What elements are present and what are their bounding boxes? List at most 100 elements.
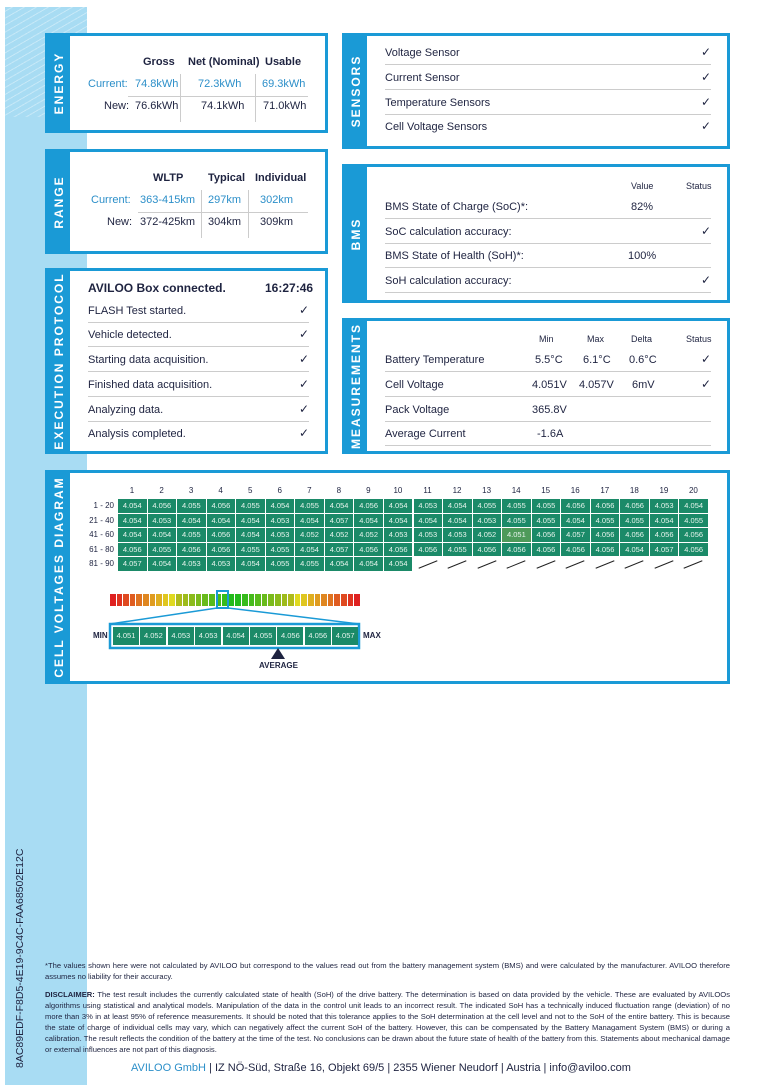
scale-value: 4.053 bbox=[167, 627, 194, 645]
sensor-item: Current Sensor ✓ bbox=[385, 66, 711, 90]
cell-voltage: 4.056 bbox=[147, 499, 177, 513]
cell-voltage: 4.056 bbox=[531, 542, 561, 557]
cell-voltage: 4.053 bbox=[649, 499, 679, 513]
check-icon: ✓ bbox=[700, 377, 711, 391]
cell-voltage: 4.053 bbox=[413, 528, 442, 542]
cell-voltage: 4.054 bbox=[236, 513, 265, 528]
energy-new-usable: 71.0kWh bbox=[263, 100, 307, 112]
protocol-step: Analysis completed. ✓ bbox=[88, 426, 309, 440]
bms-row: BMS State of Charge (SoC)*: 82% bbox=[385, 195, 711, 219]
check-icon: ✓ bbox=[700, 70, 711, 84]
column-header: 9 bbox=[366, 486, 371, 495]
energy-current-usable: 69.3kWh bbox=[262, 78, 306, 90]
check-icon: ✓ bbox=[700, 273, 711, 287]
column-header: 14 bbox=[511, 486, 521, 495]
scale-segment bbox=[110, 594, 116, 606]
scale-value: 4.054 bbox=[222, 627, 249, 645]
column-header: 16 bbox=[570, 486, 580, 495]
cell-voltage: 4.053 bbox=[265, 528, 295, 542]
scale-segment bbox=[321, 594, 327, 606]
scale-segment bbox=[341, 594, 347, 606]
average-label: AVERAGE bbox=[259, 661, 298, 670]
cell-voltage: 4.057 bbox=[561, 528, 590, 542]
cell-voltage: 4.054 bbox=[147, 557, 177, 571]
protocol-step: Vehicle detected. ✓ bbox=[88, 323, 309, 347]
measurement-row: Pack Voltage 365.8V bbox=[385, 398, 711, 422]
column-header: 20 bbox=[688, 486, 698, 495]
cell-voltage: 4.055 bbox=[502, 499, 531, 513]
energy-current-label: Current: bbox=[88, 78, 128, 90]
execution-protocol-panel: EXECUTION PROTOCOL AVILOO Box connected.… bbox=[45, 268, 328, 454]
scale-value: 4.057 bbox=[332, 627, 359, 645]
cell-voltage: 4.053 bbox=[177, 557, 206, 571]
cell-voltage: 4.056 bbox=[620, 499, 649, 513]
cell-voltage: 4.055 bbox=[295, 557, 324, 571]
scale-segment bbox=[248, 594, 255, 606]
cell-voltage: 4.054 bbox=[383, 499, 413, 513]
range-current-individual: 302km bbox=[260, 194, 294, 206]
company-footer: AVILOO GmbH | IZ NÖ-Süd, Straße 16, Obje… bbox=[131, 1062, 631, 1074]
cell-voltage: 4.056 bbox=[590, 528, 620, 542]
sensor-item: Voltage Sensor ✓ bbox=[385, 41, 711, 65]
cell-voltage: 4.054 bbox=[295, 513, 324, 528]
scale-segment bbox=[143, 594, 149, 606]
scale-segment bbox=[222, 594, 228, 606]
scale-segment bbox=[182, 594, 189, 606]
scale-segment bbox=[281, 594, 288, 606]
scale-segment bbox=[242, 594, 248, 606]
cell-voltage: 4.056 bbox=[679, 542, 708, 557]
row-label: 1 - 20 bbox=[93, 501, 114, 510]
cell-voltage: 4.055 bbox=[265, 557, 295, 571]
protocol-step: Starting data acquisition. ✓ bbox=[88, 348, 309, 372]
check-icon: ✓ bbox=[298, 426, 309, 440]
energy-header-usable: Usable bbox=[265, 56, 302, 68]
check-icon: ✓ bbox=[700, 95, 711, 109]
scale-segment bbox=[136, 594, 142, 606]
cell-voltage: 4.054 bbox=[354, 513, 383, 528]
row-label: 21 - 40 bbox=[89, 515, 114, 525]
column-header: 2 bbox=[159, 486, 164, 495]
check-icon: ✓ bbox=[298, 327, 309, 341]
scale-segment bbox=[129, 594, 136, 606]
scale-segment bbox=[149, 594, 156, 606]
cell-voltage: 4.056 bbox=[354, 542, 383, 557]
column-header: 5 bbox=[247, 486, 253, 495]
cell-voltage: 4.052 bbox=[472, 528, 502, 542]
cell-voltage: 4.054 bbox=[383, 557, 413, 571]
check-icon: ✓ bbox=[700, 224, 711, 238]
range-new-label: New: bbox=[107, 216, 133, 228]
scale-segment bbox=[156, 594, 162, 606]
measurement-row: Battery Temperature 5.5°C 6.1°C 0.6°C ✓ bbox=[385, 348, 711, 372]
cell-voltage: 4.054 bbox=[118, 528, 147, 542]
column-header: 8 bbox=[336, 486, 342, 495]
meas-header-min: Min bbox=[539, 334, 554, 344]
cell-voltage: 4.054 bbox=[679, 499, 708, 513]
scale-segment bbox=[314, 594, 321, 606]
document-id: 8AC89EDF-F8D5-4E19-9C4C-FAA68502E12C bbox=[14, 848, 26, 1068]
column-header: 11 bbox=[423, 486, 432, 495]
column-header: 1 bbox=[129, 486, 135, 495]
energy-header-net: Net (Nominal) bbox=[188, 56, 260, 68]
cell-voltage: 4.054 bbox=[561, 513, 590, 528]
bms-row: BMS State of Health (SoH)*: 100% bbox=[385, 244, 711, 268]
meas-header-status: Status bbox=[686, 334, 712, 344]
scale-segment bbox=[301, 594, 307, 606]
cell-voltage: 4.056 bbox=[206, 542, 236, 557]
check-icon: ✓ bbox=[700, 352, 711, 366]
scale-segment bbox=[235, 594, 241, 606]
cell-voltage: 4.056 bbox=[354, 499, 383, 513]
cell-voltage: 4.055 bbox=[531, 513, 561, 528]
cell-voltage: 4.054 bbox=[324, 557, 354, 571]
cell-voltage: 4.056 bbox=[620, 528, 649, 542]
scale-value: 4.052 bbox=[140, 627, 167, 645]
scale-segment bbox=[169, 594, 175, 606]
cell-voltage: 4.053 bbox=[472, 513, 502, 528]
scale-segment bbox=[334, 594, 340, 606]
cell-voltage: 4.057 bbox=[324, 542, 354, 557]
range-current-wltp: 363-415km bbox=[140, 194, 196, 206]
bms-row: SoC calculation accuracy: ✓ bbox=[385, 220, 711, 244]
protocol-time: 16:27:46 bbox=[265, 281, 314, 295]
energy-new-gross: 76.6kWh bbox=[135, 100, 179, 112]
cell-voltage: 4.056 bbox=[206, 528, 236, 542]
bms-status-header: Status bbox=[686, 181, 712, 191]
